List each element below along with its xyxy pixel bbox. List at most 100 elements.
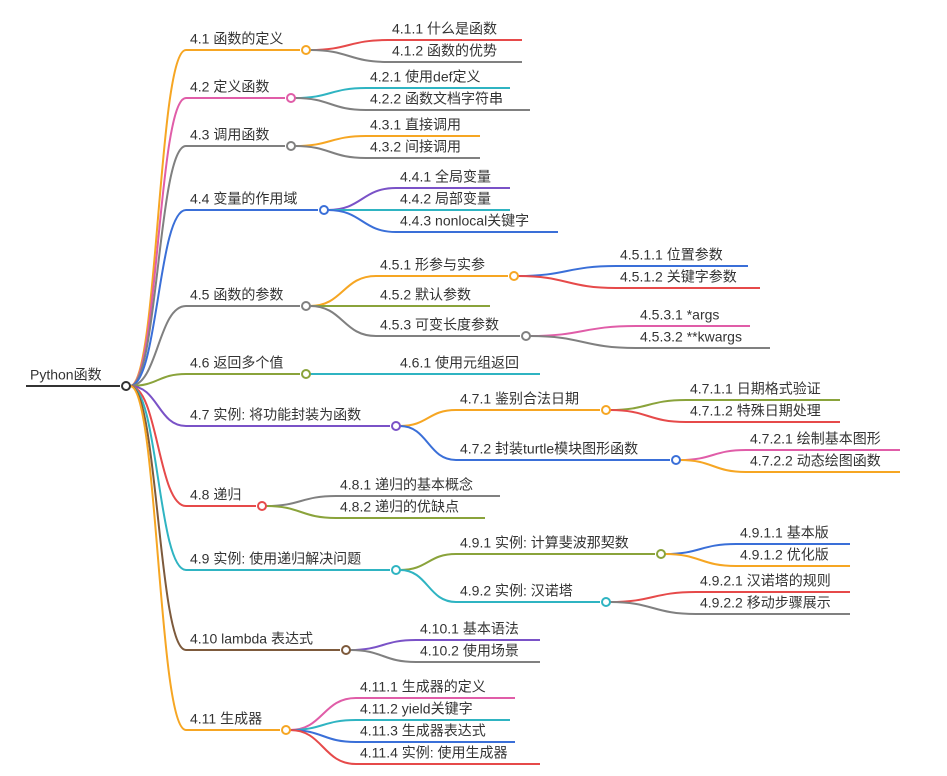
node-n471: 4.7.1 鉴别合法日期 bbox=[456, 391, 610, 414]
node-label: 4.2.2 函数文档字符串 bbox=[370, 91, 503, 107]
node-n4921: 4.9.2.1 汉诺塔的规则 bbox=[696, 573, 850, 592]
node-n43: 4.3 调用函数 bbox=[186, 127, 295, 150]
expand-circle bbox=[320, 206, 328, 214]
node-n432: 4.3.2 间接调用 bbox=[366, 139, 480, 158]
expand-circle bbox=[510, 272, 518, 280]
expand-circle bbox=[602, 598, 610, 606]
edge bbox=[665, 554, 736, 566]
edge bbox=[310, 276, 376, 306]
node-n482: 4.8.2 递归的优缺点 bbox=[336, 499, 485, 518]
node-label: 4.3.1 直接调用 bbox=[370, 117, 461, 133]
edge bbox=[130, 146, 186, 386]
node-label: 4.3 调用函数 bbox=[190, 127, 269, 143]
edge bbox=[266, 506, 336, 518]
node-label: 4.4.3 nonlocal关键字 bbox=[400, 213, 529, 229]
node-n49: 4.9 实例: 使用递归解决问题 bbox=[186, 551, 400, 574]
node-n4711: 4.7.1.1 日期格式验证 bbox=[686, 381, 840, 400]
node-n48: 4.8 递归 bbox=[186, 487, 266, 510]
node-n452: 4.5.2 默认参数 bbox=[376, 287, 490, 306]
node-label: 4.11.2 yield关键字 bbox=[360, 701, 473, 717]
edge bbox=[680, 450, 746, 460]
node-label: 4.8 递归 bbox=[190, 487, 241, 503]
edge bbox=[518, 266, 616, 276]
node-n4911: 4.9.1.1 基本版 bbox=[736, 525, 850, 544]
node-label: 4.4.1 全局变量 bbox=[400, 169, 491, 185]
edge bbox=[610, 400, 686, 410]
node-label: 4.10.2 使用场景 bbox=[420, 643, 519, 659]
edge bbox=[310, 40, 388, 50]
node-label: 4.9.1 实例: 计算斐波那契数 bbox=[460, 535, 629, 551]
node-label: 4.11.3 生成器表达式 bbox=[360, 723, 486, 739]
node-root: Python函数 bbox=[26, 367, 130, 390]
node-label: 4.8.1 递归的基本概念 bbox=[340, 477, 473, 493]
node-label: 4.9.2.1 汉诺塔的规则 bbox=[700, 573, 831, 589]
node-n45: 4.5 函数的参数 bbox=[186, 287, 310, 310]
expand-circle bbox=[302, 46, 310, 54]
node-n4111: 4.11.1 生成器的定义 bbox=[356, 679, 515, 698]
node-label: Python函数 bbox=[30, 367, 102, 383]
edge bbox=[350, 640, 416, 650]
node-layer: Python函数4.1 函数的定义4.1.1 什么是函数4.1.2 函数的优势4… bbox=[26, 21, 900, 764]
edge bbox=[295, 88, 366, 98]
node-n441: 4.4.1 全局变量 bbox=[396, 169, 510, 188]
node-label: 4.7 实例: 将功能封装为函数 bbox=[190, 407, 361, 423]
node-n47: 4.7 实例: 将功能封装为函数 bbox=[186, 407, 400, 430]
node-label: 4.11.4 实例: 使用生成器 bbox=[360, 745, 508, 761]
node-label: 4.6.1 使用元组返回 bbox=[400, 355, 519, 371]
edge bbox=[130, 98, 186, 386]
edge bbox=[328, 210, 396, 232]
edge bbox=[530, 326, 636, 336]
expand-circle bbox=[302, 302, 310, 310]
edge bbox=[400, 426, 456, 460]
edge bbox=[310, 306, 376, 336]
node-n431: 4.3.1 直接调用 bbox=[366, 117, 480, 136]
node-label: 4.5.3.2 **kwargs bbox=[640, 329, 742, 345]
node-n492: 4.9.2 实例: 汉诺塔 bbox=[456, 583, 610, 606]
edge bbox=[130, 386, 186, 506]
expand-circle bbox=[657, 550, 665, 558]
edge bbox=[400, 570, 456, 602]
node-n4532: 4.5.3.2 **kwargs bbox=[636, 329, 770, 348]
expand-circle bbox=[672, 456, 680, 464]
node-n4922: 4.9.2.2 移动步骤展示 bbox=[696, 595, 850, 614]
node-n461: 4.6.1 使用元组返回 bbox=[396, 355, 540, 374]
expand-circle bbox=[392, 566, 400, 574]
node-label: 4.1 函数的定义 bbox=[190, 31, 283, 47]
edge bbox=[518, 276, 616, 288]
node-label: 4.9.1.1 基本版 bbox=[740, 525, 829, 541]
expand-circle bbox=[602, 406, 610, 414]
node-label: 4.5.3 可变长度参数 bbox=[380, 317, 499, 333]
node-n46: 4.6 返回多个值 bbox=[186, 355, 310, 378]
node-label: 4.6 返回多个值 bbox=[190, 355, 283, 371]
edge bbox=[680, 460, 746, 472]
node-n4113: 4.11.3 生成器表达式 bbox=[356, 723, 515, 742]
node-label: 4.4.2 局部变量 bbox=[400, 191, 491, 207]
edge bbox=[610, 410, 686, 422]
node-label: 4.5.2 默认参数 bbox=[380, 287, 471, 303]
expand-circle bbox=[342, 646, 350, 654]
node-label: 4.10 lambda 表达式 bbox=[190, 631, 313, 647]
node-n4102: 4.10.2 使用场景 bbox=[416, 643, 540, 662]
node-n4712: 4.7.1.2 特殊日期处理 bbox=[686, 403, 840, 422]
node-n4112: 4.11.2 yield关键字 bbox=[356, 701, 510, 720]
node-label: 4.8.2 递归的优缺点 bbox=[340, 499, 459, 515]
node-label: 4.11.1 生成器的定义 bbox=[360, 679, 486, 695]
node-n411: 4.1.1 什么是函数 bbox=[388, 21, 522, 40]
node-n421: 4.2.1 使用def定义 bbox=[366, 69, 510, 88]
node-n422: 4.2.2 函数文档字符串 bbox=[366, 91, 530, 110]
node-n410: 4.10 lambda 表达式 bbox=[186, 631, 350, 654]
node-n411g: 4.11 生成器 bbox=[186, 711, 290, 734]
node-n4912: 4.9.1.2 优化版 bbox=[736, 547, 850, 566]
edge bbox=[610, 602, 696, 614]
expand-circle bbox=[392, 422, 400, 430]
edge bbox=[130, 386, 186, 730]
edge bbox=[310, 50, 388, 62]
node-n472: 4.7.2 封装turtle模块图形函数 bbox=[456, 441, 680, 464]
expand-circle bbox=[282, 726, 290, 734]
node-label: 4.7.2.2 动态绘图函数 bbox=[750, 453, 881, 469]
expand-circle bbox=[122, 382, 130, 390]
edge bbox=[295, 146, 366, 158]
node-n442: 4.4.2 局部变量 bbox=[396, 191, 510, 210]
node-n491: 4.9.1 实例: 计算斐波那契数 bbox=[456, 535, 665, 558]
node-n4101: 4.10.1 基本语法 bbox=[416, 621, 540, 640]
